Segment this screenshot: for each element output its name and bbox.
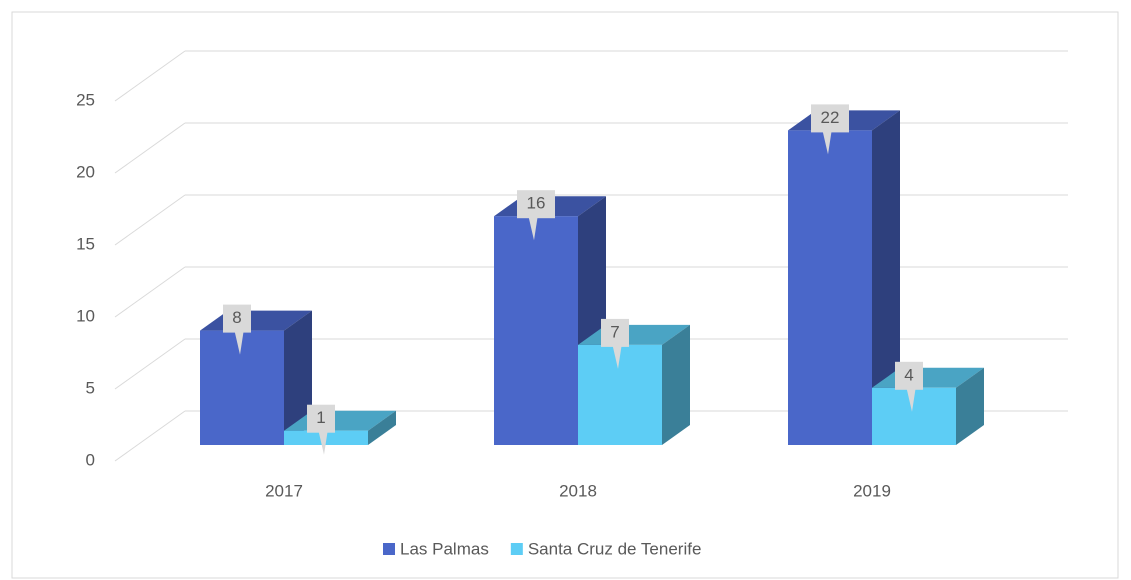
data-label-pointer — [612, 342, 622, 369]
y-tick-label: 10 — [76, 306, 95, 325]
x-tick-label: 2017 — [265, 481, 303, 500]
data-label: 8 — [232, 308, 241, 327]
grid-line — [114, 338, 186, 390]
bar-side — [956, 367, 984, 445]
data-label-pointer — [822, 128, 832, 155]
bar-side — [872, 110, 900, 446]
data-label-box — [517, 190, 555, 219]
grid-line — [114, 122, 186, 174]
data-label-box — [601, 318, 629, 347]
y-tick-label: 5 — [86, 378, 95, 397]
bar — [200, 330, 284, 445]
x-tick-label: 2019 — [853, 481, 891, 500]
data-label-box — [223, 304, 251, 333]
grid-line — [114, 266, 186, 318]
legend-swatch — [383, 543, 395, 555]
grid-line — [114, 50, 186, 102]
legend-label: Santa Cruz de Tenerife — [528, 539, 702, 558]
legend-label: Las Palmas — [400, 539, 489, 558]
data-label-pointer — [528, 214, 538, 241]
y-tick-label: 25 — [76, 90, 95, 109]
y-tick-label: 20 — [76, 162, 95, 181]
bar — [788, 130, 872, 445]
bar-side — [284, 310, 312, 445]
data-label-box — [811, 104, 849, 133]
data-label-pointer — [318, 428, 328, 455]
data-label-box — [895, 361, 923, 390]
bar — [494, 216, 578, 445]
data-label-pointer — [234, 328, 244, 355]
bar — [578, 344, 662, 445]
y-tick-label: 0 — [86, 450, 95, 469]
bar-side — [662, 324, 690, 445]
legend-swatch — [510, 543, 523, 555]
data-label-pointer — [906, 385, 916, 412]
data-label: 16 — [527, 194, 546, 213]
x-tick-label: 2018 — [559, 481, 597, 500]
y-tick-label: 15 — [76, 234, 95, 253]
data-label-box — [307, 404, 335, 433]
bar-side — [368, 410, 396, 445]
grid-line — [114, 410, 186, 462]
data-label: 1 — [316, 408, 325, 427]
grid-line — [114, 194, 186, 246]
data-label: 7 — [610, 322, 619, 341]
data-label: 4 — [904, 365, 913, 384]
data-label: 22 — [821, 108, 840, 127]
